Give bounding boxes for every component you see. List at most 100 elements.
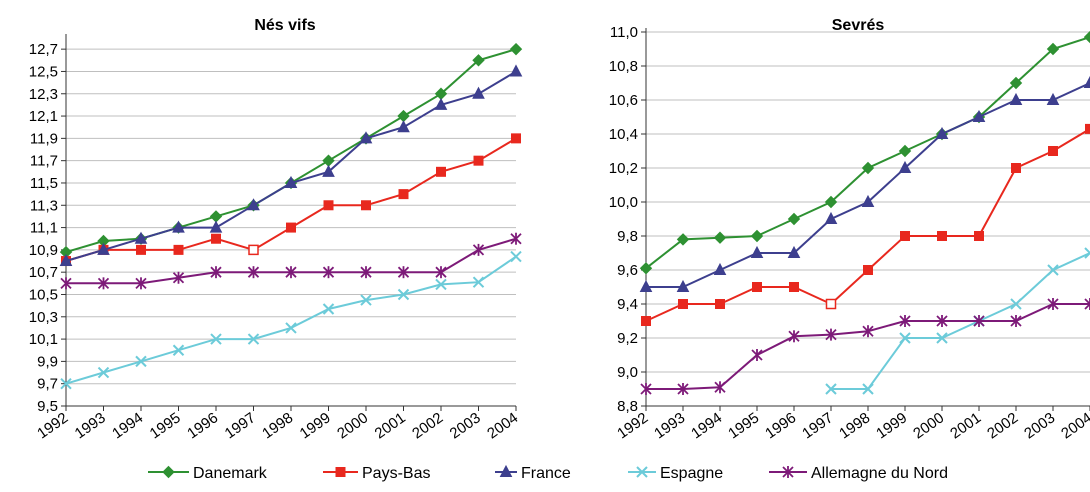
chart-panel-2: Sevrés8,89,09,29,49,69,810,010,210,410,6…: [609, 17, 1090, 442]
y-tick-label: 9,9: [37, 353, 58, 370]
y-tick-label: 10,9: [29, 242, 58, 259]
y-tick-label: 10,6: [609, 92, 638, 109]
data-point-danemark: [211, 211, 222, 222]
data-point-pays-bas: [679, 300, 688, 309]
data-point-danemark: [323, 155, 334, 166]
x-tick-label: 1996: [184, 409, 221, 442]
x-tick-label: 2002: [409, 409, 446, 442]
legend-label: Pays-Bas: [362, 465, 430, 482]
data-point-allemagne-du-nord: [752, 349, 762, 361]
series-line-danemark: [646, 37, 1090, 268]
series-pays-bas: [642, 124, 1090, 325]
legend-label: Danemark: [193, 465, 268, 482]
series-pays-bas: [62, 134, 521, 266]
y-tick-label: 9,2: [617, 330, 638, 347]
y-tick-label: 10,8: [609, 58, 638, 75]
y-tick-label: 11,0: [610, 24, 638, 41]
data-point-danemark: [789, 214, 800, 225]
y-tick-label: 12,1: [29, 108, 58, 125]
x-tick-label: 2003: [447, 409, 484, 442]
chart-title: Sevrés: [832, 17, 885, 34]
y-tick-label: 11,3: [30, 197, 58, 214]
y-tick-label: 11,7: [30, 153, 58, 170]
y-tick-label: 9,4: [617, 296, 638, 313]
data-point-pays-bas: [399, 190, 408, 199]
data-point-pays-bas: [212, 234, 221, 243]
y-tick-label: 11,1: [30, 220, 58, 237]
y-tick-label: 10,3: [29, 309, 58, 326]
data-point-pays-bas: [901, 232, 910, 241]
data-point-pays-bas: [938, 232, 947, 241]
x-tick-label: 1993: [72, 409, 109, 442]
y-tick-label: 8,8: [617, 398, 638, 415]
y-tick-label: 12,3: [29, 86, 58, 103]
data-point-espagne: [511, 252, 521, 262]
x-tick-label: 1995: [147, 409, 184, 442]
x-tick-label: 2001: [372, 409, 409, 442]
y-tick-label: 11,5: [30, 175, 58, 192]
chart-title: Nés vifs: [254, 17, 315, 34]
x-tick-label: 1993: [651, 409, 688, 442]
y-tick-label: 9,5: [37, 398, 58, 415]
data-point-pays-bas: [790, 283, 799, 292]
data-point-danemark: [752, 231, 763, 242]
data-point-pays-bas: [474, 156, 483, 165]
y-tick-label: 10,7: [29, 264, 58, 281]
series-line-allemagne-du-nord: [646, 304, 1090, 389]
series-france: [641, 77, 1090, 292]
data-point-danemark: [511, 44, 522, 55]
data-point-pays-bas: [324, 201, 333, 210]
data-point-pays-bas: [716, 300, 725, 309]
y-tick-label: 10,0: [609, 194, 638, 211]
x-tick-label: 1994: [688, 409, 725, 442]
data-point-pays-bas: [753, 283, 762, 292]
y-tick-label: 10,1: [29, 331, 58, 348]
legend-item-allemagne-du-nord: Allemagne du Nord: [769, 465, 948, 482]
series-line-france: [646, 83, 1090, 287]
legend-marker-pays-bas: [336, 468, 345, 477]
y-tick-label: 9,6: [617, 262, 638, 279]
series-line-pays-bas: [66, 138, 516, 261]
x-tick-label: 1996: [762, 409, 799, 442]
data-point-pays-bas: [362, 201, 371, 210]
y-tick-label: 10,5: [29, 286, 58, 303]
y-tick-label: 9,7: [37, 376, 58, 393]
data-point-espagne: [1085, 248, 1090, 258]
x-tick-label: 2004: [1058, 409, 1090, 442]
data-point-pays-bas: [1049, 147, 1058, 156]
y-tick-label: 10,2: [609, 160, 638, 177]
data-point-pays-bas: [174, 245, 183, 254]
x-tick-label: 1994: [109, 409, 146, 442]
x-tick-label: 2000: [910, 409, 947, 442]
legend-item-pays-bas: Pays-Bas: [323, 465, 430, 482]
x-tick-label: 2004: [484, 409, 521, 442]
chart-panel-1: Nés vifs 9,5 9,7 9,9 10,1 10,3 10,5 10,7 10,9 11,…: [29, 17, 522, 442]
x-tick-label: 1999: [873, 409, 910, 442]
x-tick-label: 1997: [799, 409, 836, 442]
data-point-pays-bas: [512, 134, 521, 143]
data-point-pays-bas: [975, 232, 984, 241]
x-tick-label: 2001: [947, 409, 984, 442]
legend-label: Allemagne du Nord: [811, 465, 948, 482]
data-point-pays-bas: [249, 245, 258, 254]
data-point-danemark: [900, 146, 911, 157]
data-point-danemark: [715, 232, 726, 243]
data-point-france: [473, 88, 484, 99]
legend-label: France: [521, 465, 571, 482]
series-line-pays-bas: [646, 129, 1090, 321]
y-tick-label: 12,7: [29, 41, 58, 58]
data-point-danemark: [398, 111, 409, 122]
legend-marker-danemark: [163, 467, 174, 478]
x-tick-label: 1999: [297, 409, 334, 442]
data-point-france: [398, 121, 409, 132]
data-point-pays-bas: [642, 317, 651, 326]
x-tick-label: 1998: [259, 409, 296, 442]
x-tick-label: 2002: [984, 409, 1021, 442]
series-line-danemark: [66, 49, 516, 252]
data-point-pays-bas: [287, 223, 296, 232]
x-tick-label: 1998: [836, 409, 873, 442]
legend-item-france: France: [495, 465, 571, 482]
x-tick-label: 2003: [1021, 409, 1058, 442]
